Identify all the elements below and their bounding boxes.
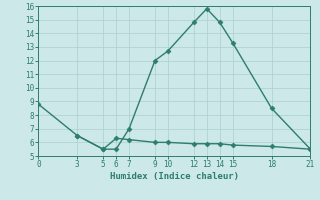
X-axis label: Humidex (Indice chaleur): Humidex (Indice chaleur) bbox=[110, 172, 239, 181]
